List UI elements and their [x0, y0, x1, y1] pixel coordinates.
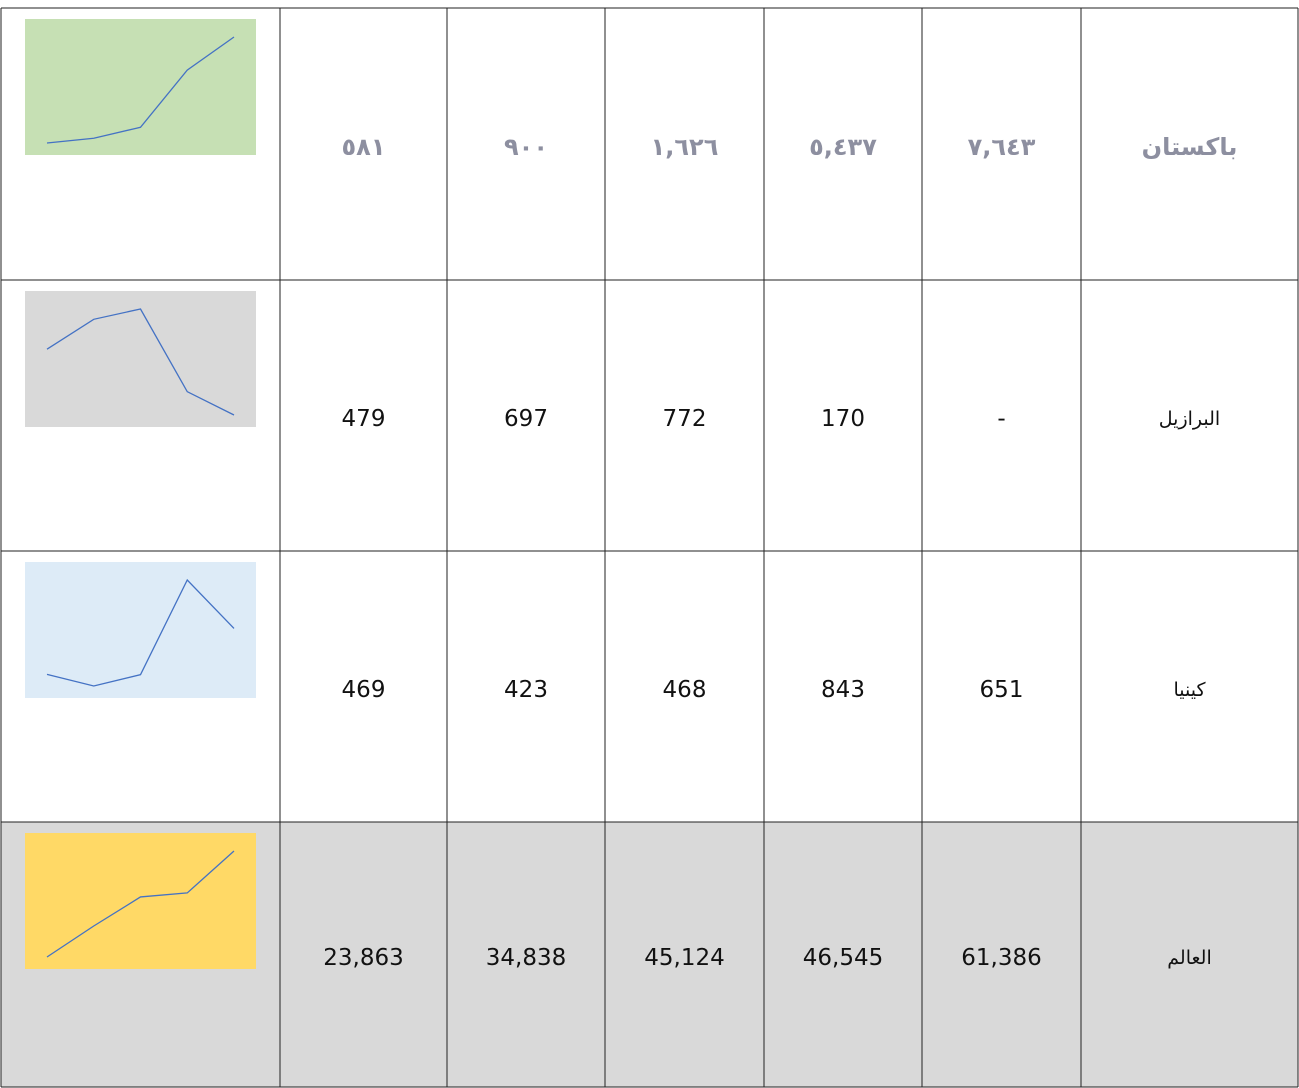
cell-value: ٥٨١	[342, 133, 386, 161]
cell-value: 469	[342, 677, 386, 703]
sparkline-background	[25, 19, 256, 155]
cell-value: ١,٦٢٦	[651, 133, 719, 161]
sparkline	[46, 578, 235, 687]
cell-value: 843	[821, 677, 865, 703]
cell-value: 46,545	[803, 945, 883, 971]
cell-value: 697	[504, 406, 548, 432]
cell-value: 23,863	[323, 945, 403, 971]
sparkline-background	[25, 562, 256, 698]
cell-value: -	[997, 406, 1005, 432]
sparkline-background	[25, 291, 256, 427]
cell-value: ٩٠٠	[504, 133, 548, 161]
country-name: البرازيل	[1159, 408, 1220, 430]
cell-value: ٥,٤٣٧	[809, 133, 877, 161]
sparkline	[46, 850, 235, 958]
cell-value: 772	[663, 406, 707, 432]
cell-value: 468	[663, 677, 707, 703]
country-name: كينيا	[1173, 679, 1206, 701]
sparkline	[46, 308, 235, 416]
country-name: باكستان	[1142, 133, 1238, 161]
cell-value: ٧,٦٤٣	[968, 133, 1036, 161]
cell-value: 479	[342, 406, 386, 432]
cell-value: 45,124	[644, 945, 724, 971]
cell-value: 170	[821, 406, 865, 432]
cell-value: 61,386	[961, 945, 1041, 971]
cell-value: 34,838	[486, 945, 566, 971]
country-name: العالم	[1167, 947, 1211, 969]
cell-value: 651	[980, 677, 1024, 703]
cell-value: 423	[504, 677, 548, 703]
sparkline	[46, 36, 235, 144]
